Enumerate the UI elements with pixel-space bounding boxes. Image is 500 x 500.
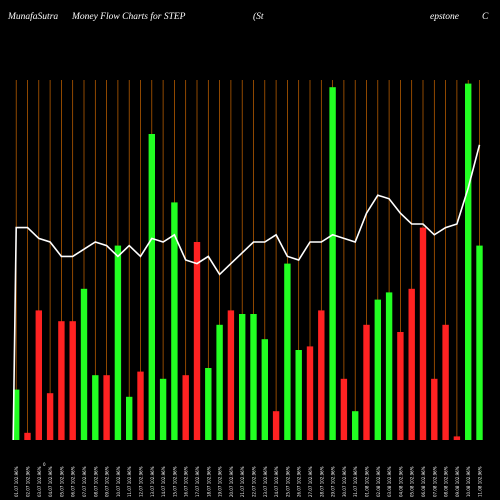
x-tick-label: 09.08 102.96% bbox=[455, 466, 460, 497]
outflow-bar bbox=[397, 332, 404, 440]
x-tick-label: 01.08 102.96% bbox=[365, 466, 370, 497]
inflow-bar bbox=[171, 202, 178, 440]
x-tick-label: 08.08 102.96% bbox=[444, 466, 449, 497]
x-tick-label: 26.07 102.96% bbox=[297, 466, 302, 497]
x-tick-label: 15.07 102.96% bbox=[172, 466, 177, 497]
inflow-bar bbox=[465, 83, 472, 440]
inflow-bar bbox=[329, 87, 336, 440]
x-tick-label: 29.07 102.96% bbox=[331, 466, 336, 497]
x-tick-label: 21.07 102.96% bbox=[240, 466, 245, 497]
x-tick-label: 20.07 102.96% bbox=[229, 466, 234, 497]
outflow-bar bbox=[35, 310, 42, 440]
outflow-bar bbox=[24, 432, 31, 440]
x-tick-label: 11.07 102.96% bbox=[127, 466, 132, 497]
x-tick-label: 25.07 102.96% bbox=[285, 466, 290, 497]
outflow-bar bbox=[431, 378, 438, 440]
inflow-bar bbox=[92, 375, 99, 440]
x-tick-label: 09.07 102.96% bbox=[105, 466, 110, 497]
chart-header: MunafaSutra Money Flow Charts for STEP (… bbox=[0, 12, 500, 26]
x-tick-label: 10.08 102.96% bbox=[466, 466, 471, 497]
inflow-bar bbox=[374, 299, 381, 440]
outflow-bar bbox=[272, 411, 280, 440]
company-name-part-3: C bbox=[482, 12, 489, 22]
x-tick-label: 01.07 102.96% bbox=[14, 466, 19, 497]
x-tick-label: 31.07 102.96% bbox=[353, 466, 358, 497]
inflow-bar bbox=[13, 389, 20, 440]
outflow-bar bbox=[442, 324, 449, 440]
outflow-bar bbox=[453, 436, 461, 440]
company-name-part-2: epstone bbox=[430, 12, 460, 22]
outflow-bar bbox=[363, 324, 370, 440]
outflow-bar bbox=[340, 378, 348, 440]
x-tick-label: 04.08 102.96% bbox=[398, 466, 403, 497]
x-tick-label: 22.07 102.96% bbox=[252, 466, 257, 497]
x-tick-label: 14.07 102.96% bbox=[161, 466, 166, 497]
outflow-bar bbox=[306, 346, 314, 440]
inflow-bar bbox=[114, 245, 122, 440]
outflow-bar bbox=[103, 375, 110, 440]
inflow-bar bbox=[352, 411, 359, 440]
outflow-bar bbox=[69, 321, 76, 440]
x-tick-label: 18.07 102.96% bbox=[206, 466, 211, 497]
inflow-bar bbox=[250, 314, 257, 440]
inflow-bar bbox=[239, 314, 246, 440]
x-tick-label: 03.08 102.96% bbox=[387, 466, 392, 497]
x-tick-label: 03.07 102.96% bbox=[37, 466, 42, 497]
inflow-bar bbox=[126, 396, 133, 440]
x-tick-label: 07.07 102.96% bbox=[82, 466, 87, 497]
x-tick-label: 05.07 102.96% bbox=[59, 466, 64, 497]
price-line bbox=[12, 144, 481, 441]
inflow-bar bbox=[284, 263, 291, 440]
outflow-bar bbox=[193, 242, 201, 440]
outflow-bar bbox=[408, 288, 415, 440]
company-name-part-1: (St bbox=[253, 12, 264, 22]
inflow-bar bbox=[205, 368, 212, 440]
x-tick-label: 28.07 102.96% bbox=[319, 466, 324, 497]
inflow-bar bbox=[148, 134, 155, 440]
x-tick-label: 10.07 102.96% bbox=[116, 466, 121, 497]
x-tick-label: 02.07 102.96% bbox=[26, 466, 31, 497]
x-tick-label: 19.07 102.96% bbox=[218, 466, 223, 497]
outflow-bar bbox=[46, 393, 54, 440]
x-tick-label: 27.07 102.96% bbox=[308, 466, 313, 497]
outflow-bar bbox=[227, 310, 235, 440]
inflow-bar bbox=[80, 288, 88, 440]
chart-title: Money Flow Charts for STEP bbox=[72, 12, 186, 22]
outflow-bar bbox=[182, 375, 189, 440]
x-tick-label: 07.08 102.96% bbox=[432, 466, 437, 497]
inflow-bar bbox=[295, 350, 302, 440]
outflow-bar bbox=[318, 310, 325, 440]
outflow-bar bbox=[419, 227, 427, 440]
x-tick-label: 16.07 102.96% bbox=[184, 466, 189, 497]
inflow-bar bbox=[261, 339, 268, 440]
x-tick-label: 24.07 102.96% bbox=[274, 466, 279, 497]
x-tick-label: 12.07 102.96% bbox=[139, 466, 144, 497]
x-tick-label: 05.08 102.96% bbox=[410, 466, 415, 497]
x-tick-label: 13.07 102.96% bbox=[150, 466, 155, 497]
x-tick-label: 02.08 102.96% bbox=[376, 466, 381, 497]
inflow-bar bbox=[159, 378, 167, 440]
outflow-bar bbox=[137, 371, 144, 440]
x-tick-label: 08.07 102.96% bbox=[93, 466, 98, 497]
inflow-bar bbox=[216, 324, 223, 440]
inflow-bar bbox=[476, 245, 483, 440]
x-tick-label: 06.08 102.96% bbox=[421, 466, 426, 497]
side-marker: 0 bbox=[43, 462, 46, 467]
x-tick-label: 04.07 102.96% bbox=[48, 466, 53, 497]
x-tick-label: 11.08 102.96% bbox=[478, 466, 483, 497]
x-tick-label: 23.07 102.96% bbox=[263, 466, 268, 497]
x-tick-label: 06.07 102.96% bbox=[71, 466, 76, 497]
inflow-bar bbox=[385, 292, 393, 440]
x-tick-label: 30.07 102.96% bbox=[342, 466, 347, 497]
x-tick-label: 17.07 102.96% bbox=[195, 466, 200, 497]
brand-label: MunafaSutra bbox=[8, 12, 59, 22]
outflow-bar bbox=[58, 321, 65, 440]
